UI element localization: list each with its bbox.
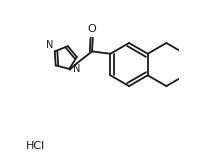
Text: N: N bbox=[73, 64, 80, 74]
Text: O: O bbox=[87, 24, 96, 34]
Text: N: N bbox=[46, 40, 54, 50]
Text: HCl: HCl bbox=[26, 141, 45, 151]
